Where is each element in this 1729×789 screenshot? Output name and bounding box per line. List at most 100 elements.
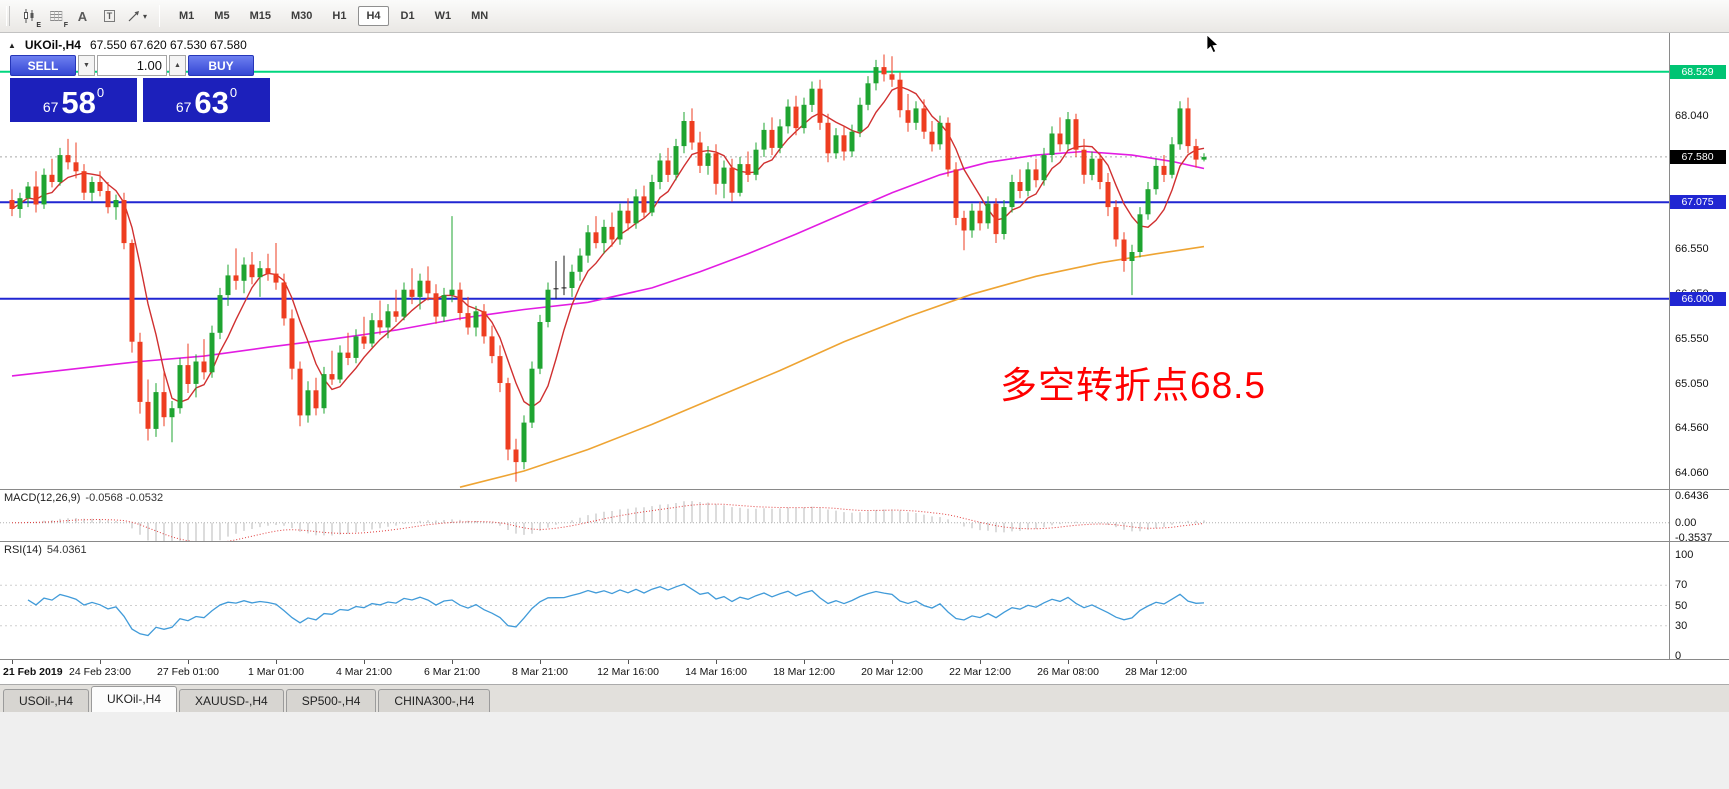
time-axis-tick (188, 660, 189, 664)
time-axis-tick (12, 660, 13, 664)
sell-price-display[interactable]: 67 58 0 (10, 78, 137, 122)
one-click-collapse-icon[interactable]: ▲ (8, 40, 16, 50)
volume-increase-button[interactable]: ▲ (169, 55, 186, 76)
time-axis-label: 4 Mar 21:00 (335, 666, 393, 678)
rsi-axis[interactable]: 100 70 50 30 0 (1669, 542, 1729, 659)
indicator-grid-icon-badge: F (63, 21, 68, 29)
time-axis-label: 1 Mar 01:00 (247, 666, 305, 678)
cursor-tool-icon[interactable]: ▾ (123, 4, 150, 29)
chart-window: ▲ UKOil-,H4 67.550 67.620 67.530 67.580 … (0, 33, 1729, 684)
time-axis-tick (1068, 660, 1069, 664)
timeframe-button-h1[interactable]: H1 (324, 6, 354, 26)
volume-dropdown-button[interactable]: ▼ (78, 55, 95, 76)
rsi-label: RSI(14) 54.0361 (4, 544, 87, 556)
price-axis[interactable]: 68.04066.55066.05065.55065.05064.56064.0… (1669, 33, 1729, 489)
rsi-axis-label: 70 (1675, 579, 1688, 592)
buy-price-big: 63 (194, 85, 229, 121)
rsi-plot[interactable] (0, 542, 1669, 660)
price-axis-badge: 67.580 (1669, 149, 1726, 164)
price-axis-badge: 68.529 (1669, 64, 1726, 79)
time-axis-tick (540, 660, 541, 664)
dropdown-chevron-icon[interactable]: ▾ (142, 11, 147, 21)
candlestick-chart-icon-badge: E (36, 21, 41, 29)
volume-input[interactable] (97, 55, 167, 76)
time-axis-label: 22 Mar 12:00 (949, 666, 1011, 678)
sell-button[interactable]: SELL (10, 55, 76, 76)
time-axis-label: 12 Mar 16:00 (597, 666, 659, 678)
buy-price-pip: 0 (229, 85, 238, 100)
timeframe-button-m5[interactable]: M5 (206, 6, 237, 26)
toolbar-grip[interactable] (6, 6, 10, 26)
time-axis-tick (892, 660, 893, 664)
time-axis-label: 21 Feb 2019 (3, 666, 63, 678)
main-toolbar: E F A T ▾ M1 M5 M15 M30 H1 H4 D1 W1 MN (0, 0, 1729, 33)
price-axis-label: 65.050 (1675, 377, 1709, 390)
chart-tab-ukoil-h4[interactable]: UKOil-,H4 (91, 686, 178, 712)
sell-price-big: 58 (61, 85, 96, 121)
macd-plot[interactable] (0, 490, 1669, 542)
timeframe-button-w1[interactable]: W1 (427, 6, 460, 26)
chart-tab-sp500-h4[interactable]: SP500-,H4 (285, 689, 377, 712)
chart-annotation-text: 多空转折点68.5 (1000, 365, 1267, 406)
timeframe-button-m1[interactable]: M1 (171, 6, 202, 26)
time-axis-label: 20 Mar 12:00 (861, 666, 923, 678)
price-axis-label: 68.040 (1675, 109, 1709, 122)
timeframe-button-d1[interactable]: D1 (393, 6, 423, 26)
timeframe-button-mn[interactable]: MN (463, 6, 496, 26)
rsi-axis-label: 30 (1675, 619, 1688, 632)
chart-tab-usoil-h4[interactable]: USOil-,H4 (3, 689, 90, 712)
chart-ohlc-values: 67.550 67.620 67.530 67.580 (89, 38, 247, 52)
rsi-axis-label: 50 (1675, 599, 1688, 612)
price-axis-badge: 67.075 (1669, 195, 1726, 210)
time-axis-tick (804, 660, 805, 664)
chart-title: ▲ UKOil-,H4 67.550 67.620 67.530 67.580 (8, 38, 247, 52)
price-axis-label: 64.060 (1675, 466, 1709, 479)
text-label-icon[interactable]: A (69, 4, 96, 29)
time-axis[interactable]: 21 Feb 2019 24 Feb 23:00 27 Feb 01:00 1 Mar… (0, 660, 1729, 684)
time-axis-tick (364, 660, 365, 664)
time-axis-tick (980, 660, 981, 664)
macd-axis-label: 0.6436 (1675, 490, 1709, 502)
macd-axis[interactable]: 0.6436 0.00 -0.3537 (1669, 490, 1729, 541)
time-axis-tick (276, 660, 277, 664)
macd-axis-label: -0.3537 (1675, 531, 1713, 542)
candlestick-chart-icon[interactable]: E (15, 4, 42, 29)
timeframe-button-m15[interactable]: M15 (242, 6, 279, 26)
indicator-grid-icon[interactable]: F (42, 4, 69, 29)
time-axis-label: 6 Mar 21:00 (423, 666, 481, 678)
time-axis-label: 14 Mar 16:00 (685, 666, 747, 678)
chart-symbol-period: UKOil-,H4 (24, 38, 81, 52)
timeframe-button-m30[interactable]: M30 (283, 6, 320, 26)
rsi-axis-label: 100 (1675, 549, 1694, 561)
price-axis-label: 66.550 (1675, 243, 1709, 256)
text-box-icon[interactable]: T (96, 4, 123, 29)
macd-axis-label: 0.00 (1675, 516, 1697, 529)
chart-tab-xauusd-h4[interactable]: XAUUSD-,H4 (179, 689, 284, 712)
time-axis-label: 28 Mar 12:00 (1125, 666, 1187, 678)
rsi-value: 54.0361 (46, 544, 87, 556)
time-axis-tick (100, 660, 101, 664)
timeframe-button-group: M1 M5 M15 M30 H1 H4 D1 W1 MN (169, 6, 498, 26)
sell-price-prefix: 67 (42, 99, 59, 115)
buy-price-prefix: 67 (175, 99, 192, 115)
time-axis-tick (716, 660, 717, 664)
main-chart-pane: ▲ UKOil-,H4 67.550 67.620 67.530 67.580 … (0, 33, 1729, 490)
buy-price-display[interactable]: 67 63 0 (143, 78, 270, 122)
price-axis-label: 64.560 (1675, 421, 1709, 434)
macd-pane: MACD(12,26,9) -0.0568 -0.0532 0.6436 0.00 -… (0, 490, 1729, 542)
timeframe-button-h4[interactable]: H4 (358, 6, 389, 26)
macd-label: MACD(12,26,9) -0.0568 -0.0532 (4, 492, 164, 504)
time-axis-tick (452, 660, 453, 664)
time-axis-tick (628, 660, 629, 664)
toolbar-separator (159, 5, 160, 27)
rsi-axis-label: 0 (1675, 650, 1682, 660)
price-plot[interactable] (0, 33, 1669, 490)
chart-tab-china300-h4[interactable]: CHINA300-,H4 (378, 689, 491, 712)
buy-button[interactable]: BUY (188, 55, 254, 76)
rsi-pane: RSI(14) 54.0361 100 70 50 30 0 (0, 542, 1729, 660)
macd-values: -0.0568 -0.0532 (85, 492, 164, 504)
price-axis-separator (1669, 33, 1670, 660)
bottom-filler (0, 712, 1729, 789)
time-axis-label: 18 Mar 12:00 (773, 666, 835, 678)
